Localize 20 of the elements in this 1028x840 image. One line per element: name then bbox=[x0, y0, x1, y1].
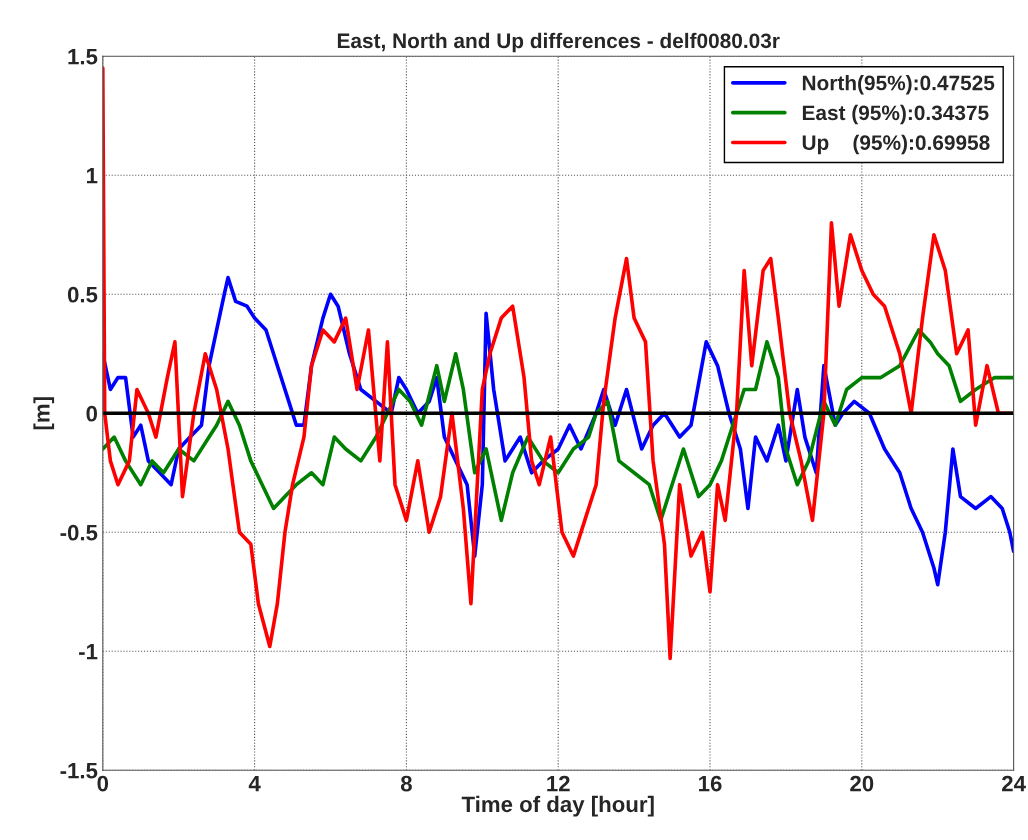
y-tick-label: 0 bbox=[86, 405, 98, 422]
y-tick-label: 1.5 bbox=[68, 49, 98, 65]
x-tick-label: 4 bbox=[248, 775, 261, 792]
chart-title: East, North and Up differences - delf0080.03r bbox=[337, 32, 780, 53]
legend-label: Up (95%):0.69958 bbox=[802, 134, 990, 155]
x-axis-title: Time of day [hour] bbox=[461, 795, 654, 817]
y-tick-label: 0.5 bbox=[67, 286, 98, 303]
x-tick-label: 0 bbox=[97, 775, 109, 792]
x-tick-label: 12 bbox=[547, 775, 570, 792]
x-tick-label: 20 bbox=[850, 775, 874, 792]
x-tick-label: 24 bbox=[1002, 775, 1026, 792]
y-tick-label: -0.5 bbox=[60, 524, 98, 541]
x-tick-label: 16 bbox=[699, 775, 722, 792]
y-tick-label: -1.5 bbox=[60, 763, 98, 779]
y-axis-title: [m] bbox=[33, 397, 55, 430]
y-tick-label: -1 bbox=[79, 644, 98, 660]
y-tick-label: 1 bbox=[86, 168, 98, 184]
x-tick-label: 8 bbox=[400, 775, 412, 792]
legend-label: East (95%):0.34375 bbox=[802, 104, 989, 125]
legend-label: North(95%):0.47525 bbox=[802, 75, 995, 95]
